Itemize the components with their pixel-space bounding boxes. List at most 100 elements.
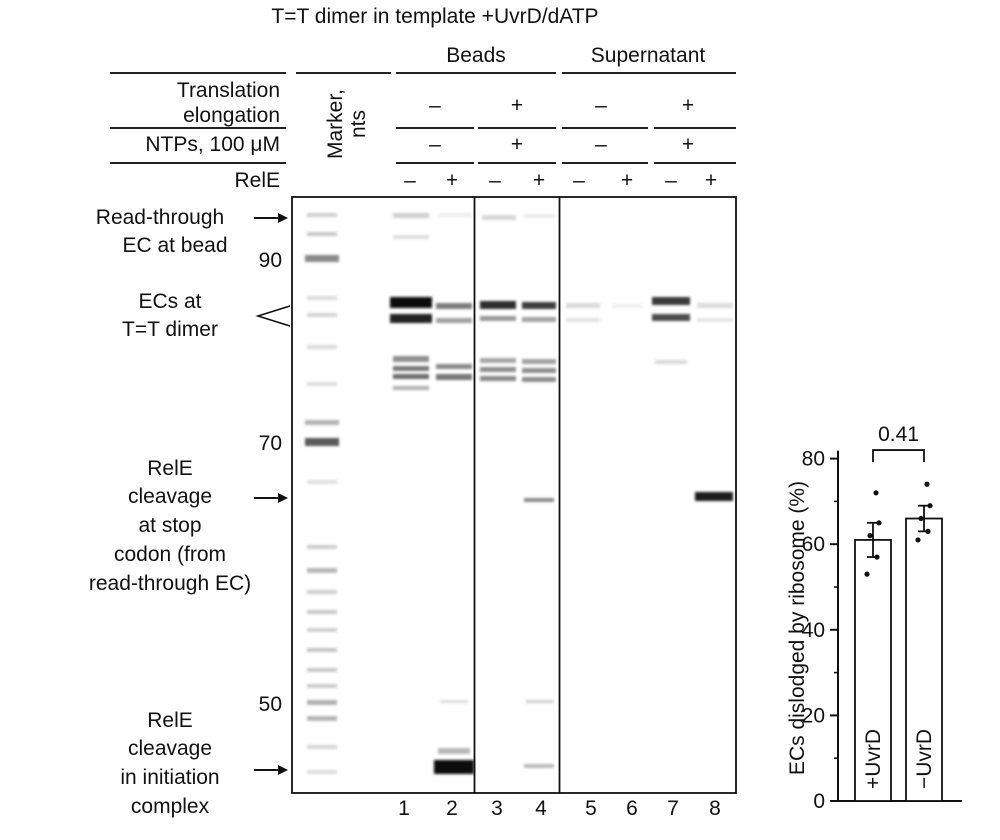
annotation-ecs: ECs at	[138, 290, 202, 313]
band-lane2	[434, 760, 474, 774]
header-rule	[110, 72, 286, 74]
condition-rule	[654, 127, 736, 129]
band-lane1	[393, 356, 429, 362]
annotation-ecs: T=T dimer	[122, 318, 218, 341]
band-lane4	[524, 764, 554, 768]
band-lane2	[436, 318, 472, 323]
band-lane4	[522, 317, 556, 322]
condition-rule	[396, 162, 474, 164]
data-point	[873, 490, 879, 496]
category-label: −UvrD	[913, 729, 936, 789]
translation-label-line1: Translation	[176, 79, 280, 102]
gel-frame	[291, 196, 737, 794]
rele-sign: +	[532, 169, 546, 192]
band-lane2	[436, 374, 472, 380]
data-point	[925, 528, 931, 534]
band-lane4	[522, 302, 556, 309]
band-lane2	[440, 700, 468, 703]
chart-ylabel: ECs dislodged by ribosome (%)	[786, 480, 809, 776]
annotation-init-cleavage: in initiation	[120, 766, 220, 789]
rele-sign: +	[704, 169, 718, 192]
rele-sign: –	[573, 169, 585, 192]
band-lane8	[695, 492, 733, 501]
annotation-init-cleavage: complex	[130, 795, 210, 818]
annotation-stop-cleavage: RelE	[147, 457, 193, 480]
band-lane7	[652, 314, 690, 321]
size-marker-50: 50	[258, 693, 282, 716]
annotation-stop-cleavage: cleavage	[127, 485, 213, 508]
rele-sign: +	[445, 169, 459, 192]
lane-number: 5	[585, 797, 597, 820]
band-lane3	[480, 376, 516, 381]
marker-band	[307, 648, 337, 652]
annotation-stop-cleavage: codon (from	[113, 543, 227, 566]
band-lane1	[393, 374, 429, 379]
beads-rule	[396, 72, 556, 74]
annotation-stop-cleavage: at stop	[138, 514, 202, 537]
marker-band	[305, 420, 339, 425]
annotation-readthrough: Read-through	[95, 206, 225, 229]
y-tick-label: 20	[802, 704, 825, 727]
lane-number: 1	[398, 797, 410, 820]
marker-band	[307, 590, 337, 594]
band-lane6	[612, 304, 642, 308]
band-lane4	[526, 700, 554, 703]
translation-label-line2: elongation	[183, 104, 280, 127]
band-lane2	[438, 748, 470, 754]
band-lane4	[524, 498, 554, 502]
marker-band	[307, 700, 337, 705]
marker-band	[307, 232, 337, 236]
band-lane1	[390, 314, 432, 323]
data-point	[924, 481, 930, 487]
ntp-sign: +	[510, 133, 524, 156]
rele-sign: –	[665, 169, 677, 192]
band-lane2	[436, 364, 472, 369]
marker-band	[307, 480, 337, 484]
band-lane5	[566, 303, 600, 308]
marker-band	[307, 568, 337, 573]
marker-band	[307, 345, 337, 349]
beads-header: Beads	[446, 44, 506, 67]
p-value-label: 0.41	[878, 423, 919, 446]
annotation-init-cleavage: RelE	[147, 709, 193, 732]
band-lane4	[522, 368, 556, 373]
marker-band	[307, 610, 337, 614]
supernatant-header: Supernatant	[590, 44, 706, 67]
lane-number: 4	[535, 797, 547, 820]
row-rule	[110, 162, 286, 164]
rele-label: RelE	[234, 169, 280, 192]
data-point	[867, 533, 873, 539]
bar	[905, 517, 943, 802]
y-tick-label: 0	[813, 790, 825, 813]
rele-sign: +	[620, 169, 634, 192]
header-rule	[296, 72, 391, 74]
ntp-sign: –	[595, 133, 607, 156]
y-tick-label: 80	[802, 448, 825, 471]
size-marker-90: 90	[258, 249, 282, 272]
annotation-readthrough: EC at bead	[122, 234, 228, 257]
condition-rule	[396, 127, 474, 129]
band-lane4	[524, 214, 556, 218]
band-lane3	[480, 358, 516, 363]
condition-rule	[654, 162, 736, 164]
marker-band	[305, 438, 339, 446]
band-lane3	[482, 215, 516, 220]
arrow-icon	[254, 493, 288, 503]
ntps-label: NTPs, 100 μM	[145, 133, 280, 156]
band-lane3	[480, 301, 516, 309]
band-lane7	[652, 297, 690, 305]
marker-lane	[305, 213, 339, 774]
annotation-stop-cleavage: read-through EC)	[88, 572, 252, 595]
triangle-icon	[255, 305, 291, 327]
band-lane1	[393, 235, 429, 239]
sample-bands	[390, 213, 733, 774]
bar	[854, 539, 892, 802]
figure-title: T=T dimer in template +UvrD/dATP	[271, 5, 599, 28]
translation-sign: +	[681, 94, 695, 117]
band-lane2	[438, 213, 472, 217]
marker-band	[307, 382, 337, 386]
translation-sign: –	[429, 94, 441, 117]
condition-rule	[562, 162, 648, 164]
marker-band	[305, 255, 339, 262]
